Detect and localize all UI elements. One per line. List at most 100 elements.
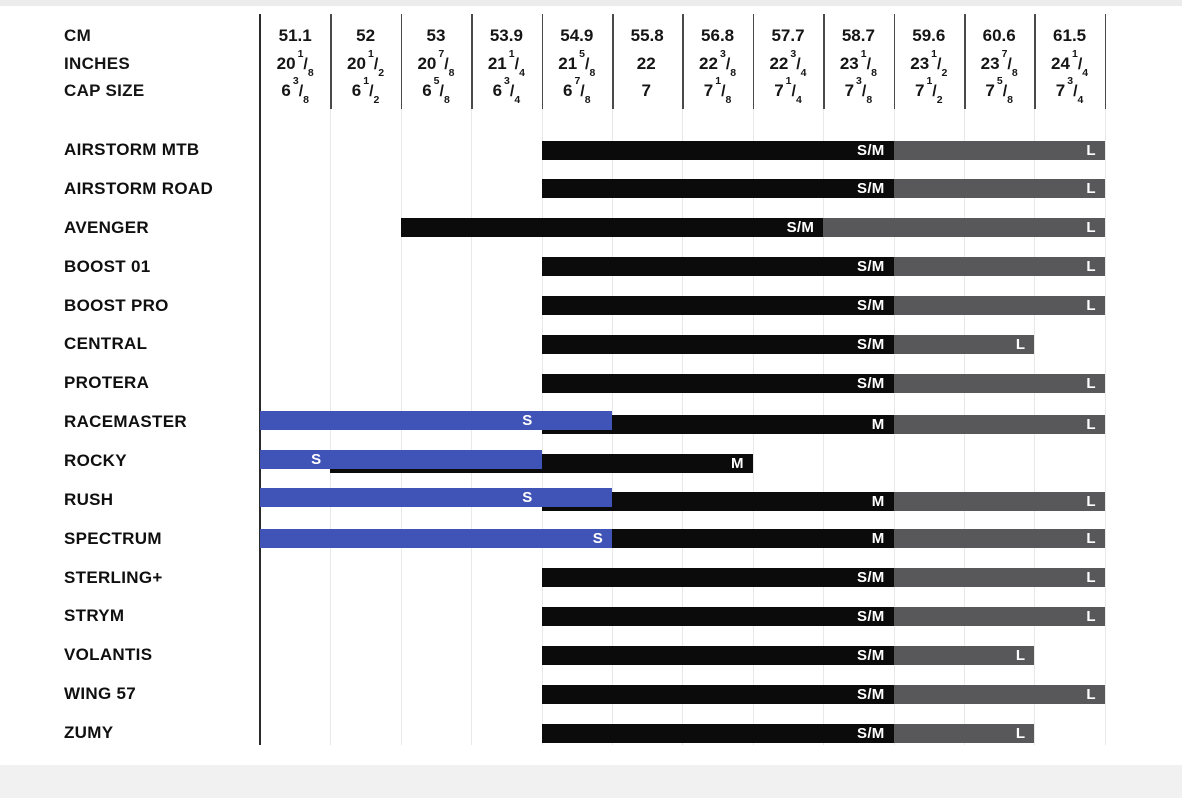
inches-value: 23 1/2 [910, 47, 948, 79]
header-column-divider [541, 14, 544, 109]
header-column: 51.1 20 1/8 6 3/8 [260, 22, 330, 106]
inches-value: 24 1/4 [1051, 47, 1089, 79]
cap-size-value: 6 7/8 [562, 75, 591, 107]
inches-value: 20 7/8 [417, 47, 455, 79]
size-bar-sm: S/M [541, 568, 894, 588]
inches-value: 23 1/8 [839, 47, 877, 79]
size-bar-s: S [260, 488, 612, 508]
size-bar-l: L [893, 492, 1105, 512]
cap-size-value: 6 3/4 [492, 75, 521, 107]
size-bar-l: L [893, 140, 1105, 160]
axis-left-line [259, 14, 261, 745]
size-bar-m: M [541, 414, 894, 434]
product-name: AVENGER [64, 217, 149, 237]
size-bar-l: L [893, 334, 1035, 354]
size-bar-l: L [893, 373, 1105, 393]
product-row: BOOST 01 S/M L [0, 247, 1182, 286]
size-label: S [522, 489, 533, 507]
product-name: ZUMY [64, 723, 114, 743]
size-bar-s: S [260, 410, 612, 430]
size-bar-sm: S/M [541, 723, 894, 743]
page-edge-top [0, 0, 1182, 6]
product-row: RACEMASTER S M L [0, 403, 1182, 442]
header-column-divider [682, 14, 684, 109]
cm-value: 55.8 [630, 26, 664, 45]
cm-value: 54.9 [560, 26, 594, 45]
size-label: L [1086, 569, 1096, 587]
size-label: S/M [786, 219, 815, 237]
header-column: 58.7 23 1/8 7 3/8 [823, 22, 893, 106]
size-label: L [1086, 141, 1096, 159]
product-name: CENTRAL [64, 334, 148, 354]
header-column-divider [400, 14, 403, 109]
header-column-divider [893, 14, 896, 109]
size-bar-sm: S/M [541, 296, 894, 316]
header-column: 59.6 23 1/2 7 1/2 [894, 22, 964, 107]
cap-size-value: 7 1/8 [703, 75, 732, 107]
header-column: 53 20 7/8 6 5/8 [401, 22, 471, 107]
size-label: S/M [857, 608, 885, 626]
header-column-divider [1034, 14, 1036, 109]
product-row: STRYM S/M L [0, 597, 1182, 636]
product-row: AIRSTORM ROAD S/M L [0, 169, 1182, 208]
cm-value: 61.5 [1053, 26, 1087, 45]
header-column-divider [612, 14, 614, 109]
product-row: ZUMY S/M L [0, 714, 1182, 753]
product-name: BOOST 01 [64, 256, 151, 276]
cap-size-value: 7 1/2 [914, 75, 943, 107]
size-bar-l: L [823, 218, 1105, 238]
size-bar-s: S [260, 529, 612, 549]
cap-size-value: 6 1/2 [351, 75, 380, 107]
size-bar-m: M [612, 529, 894, 549]
cap-size-value: 7 5/8 [985, 75, 1013, 107]
size-bar-sm: S/M [541, 645, 894, 665]
size-label: L [1086, 493, 1096, 511]
header-column-divider [964, 14, 966, 109]
size-label: L [1086, 530, 1096, 548]
inches-value: 21 1/4 [487, 47, 525, 79]
inches-value: 22 3/4 [769, 47, 807, 79]
size-bar-l: L [893, 568, 1105, 588]
product-row: ROCKY S M [0, 442, 1182, 481]
cap-size-value: 6 5/8 [422, 75, 450, 107]
header-column: 52 20 1/2 6 1/2 [330, 22, 400, 107]
header-column-divider [330, 14, 332, 109]
cm-value: 59.6 [912, 26, 946, 45]
cap-size-value: 7 3/4 [1055, 75, 1084, 107]
header-column: 61.5 24 1/4 7 3/4 [1034, 22, 1104, 107]
header-column: 57.7 22 3/4 7 1/4 [753, 22, 823, 107]
inches-value: 20 1/8 [276, 47, 314, 79]
header-column: 54.9 21 5/8 6 7/8 [542, 22, 612, 107]
body-gridline [1104, 109, 1106, 745]
size-bar-sm: S/M [541, 257, 894, 277]
size-bar-s: S [260, 449, 542, 469]
product-name: STRYM [64, 606, 125, 626]
size-label: S/M [857, 646, 885, 664]
size-label: S/M [857, 141, 885, 159]
product-row: RUSH S M L [0, 480, 1182, 519]
cap-size-value: 7 1/4 [774, 75, 802, 107]
size-label: S/M [857, 258, 885, 276]
size-label: L [1015, 724, 1026, 742]
size-label: L [1086, 258, 1096, 276]
size-label: S [592, 530, 603, 548]
cm-value: 52 [356, 26, 376, 45]
size-label: M [730, 454, 744, 472]
product-row: WING 57 S/M L [0, 675, 1182, 714]
header-column: 60.6 23 7/8 7 5/8 [964, 22, 1034, 107]
product-name: RUSH [64, 489, 114, 509]
cm-value: 60.6 [982, 26, 1016, 45]
header-column: 56.8 22 3/8 7 1/8 [682, 22, 752, 107]
inches-value: 20 1/2 [347, 47, 385, 79]
cm-value: 56.8 [701, 26, 735, 45]
inches-value: 21 5/8 [558, 47, 596, 79]
size-bar-l: L [893, 645, 1035, 665]
size-bar-l: L [893, 179, 1105, 199]
header-column-divider [1104, 14, 1107, 109]
size-label: L [1086, 297, 1096, 315]
product-name: VOLANTIS [64, 645, 153, 665]
size-bar-l: L [893, 529, 1105, 549]
size-label: L [1086, 608, 1096, 626]
size-label: M [871, 415, 885, 433]
